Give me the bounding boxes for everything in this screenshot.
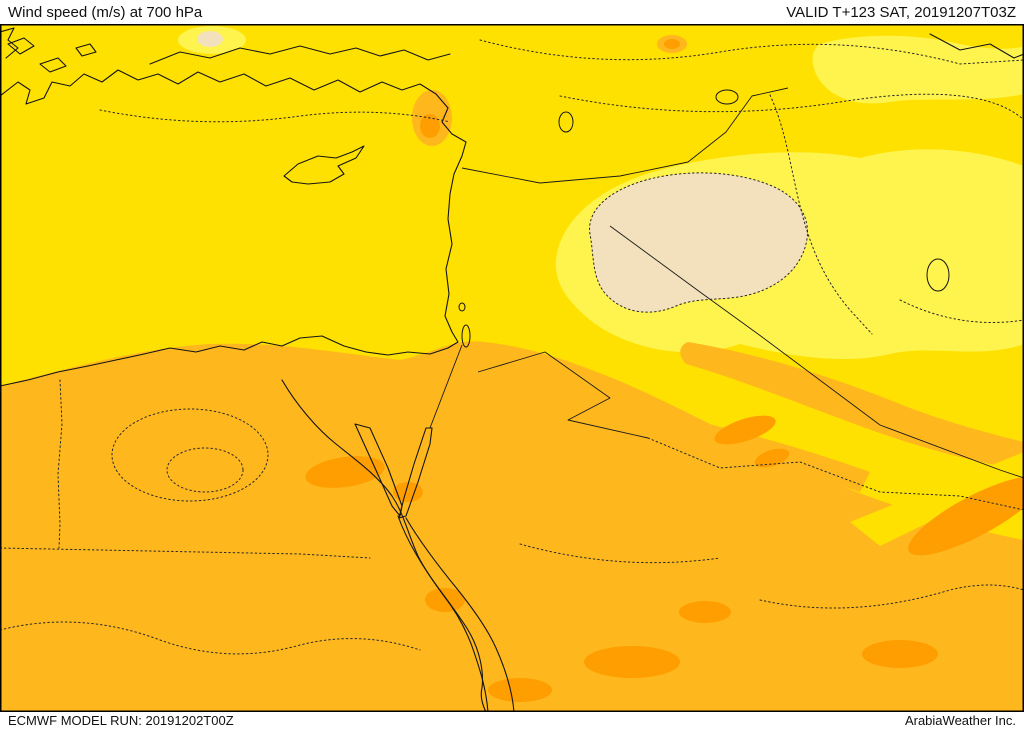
river-nile (281, 379, 487, 712)
lake-tuz (558, 111, 574, 133)
fill-dark-orange-bottom-left (488, 678, 552, 702)
contour-fills (0, 24, 1024, 712)
map-area (0, 24, 1024, 712)
isotach-dotted-saudi-interior (519, 543, 721, 564)
fill-dark-orange-saudi-band (714, 415, 776, 445)
fill-dark-orange-nile-blob (425, 588, 465, 612)
fill-cream-syrian-desert (589, 172, 808, 313)
dead-sea (461, 324, 471, 348)
isotach-dotted-bottom-right (759, 584, 1024, 609)
isotach-dotted-bottom-left (0, 621, 421, 655)
coastline-cyprus (283, 145, 365, 185)
border-dotted-egypt-libya (57, 379, 63, 549)
border-dotted-iraq-iran (769, 94, 873, 335)
borders (0, 39, 1024, 655)
coastline-mediterranean-north-and-levant (0, 69, 467, 387)
fill-dark-orange-top-right-core (664, 39, 680, 49)
fill-cream-top-left-spot (197, 31, 223, 47)
fill-dark-orange-saudi-band-2 (754, 448, 790, 468)
border-egypt-israel (429, 344, 463, 429)
isotach-dotted-right-middle (899, 299, 1024, 323)
border-syria-iraq-diagonal (609, 225, 759, 335)
coastline-caspian-corner (929, 33, 1024, 59)
isotach-dotted-turkey-interior (99, 109, 451, 123)
red-sea-west-shore (397, 515, 489, 712)
isotach-dotted-top-right-2 (559, 93, 1024, 121)
isotach-dotted-top-right-1 (479, 39, 1024, 65)
footer-bar: ECMWF MODEL RUN: 20191202T00Z ArabiaWeat… (0, 712, 1024, 729)
fill-orange-band-northeast (680, 342, 1024, 470)
coastlines (0, 27, 1024, 712)
fill-dark-orange-sinai-west (305, 456, 385, 488)
border-iraq-saudi (757, 333, 1024, 479)
header-bar: Wind speed (m/s) at 700 hPa VALID T+123 … (0, 0, 1024, 24)
fill-dark-orange-bottom-center-2 (679, 601, 731, 623)
border-dotted-saudi-iraq-neutral (647, 437, 1024, 511)
border-turkey-syria-iraq (461, 87, 789, 184)
fill-dark-orange-bottom-center (584, 646, 680, 678)
aegean-island-1 (7, 37, 35, 55)
lakes (458, 89, 950, 348)
border-jordan-saudi-zigzag (477, 351, 649, 439)
isotach-dotted-cream-outline (589, 172, 808, 313)
sea-of-galilee (458, 302, 466, 312)
fill-dark-orange-bottom-right (862, 640, 938, 668)
wind-speed-contour-map (0, 24, 1024, 712)
gulf-of-aqaba (398, 427, 433, 519)
isotach-dotted-western-desert-outer (111, 408, 269, 502)
fill-yellow-wedge-bottom-right (850, 452, 1024, 546)
map-frame (0, 24, 1024, 712)
lake-van (715, 89, 739, 105)
map-title: Wind speed (m/s) at 700 hPa (8, 3, 203, 21)
fill-light-yellow-top-right (812, 35, 1024, 104)
fill-orange-south-region (0, 341, 1024, 712)
border-dotted-egypt-sudan (0, 547, 371, 559)
valid-time-label: VALID T+123 SAT, 20191207T03Z (786, 3, 1016, 21)
fill-dark-orange-right-edge-band (908, 476, 1024, 556)
aegean-island-3 (75, 43, 97, 57)
coastline-black-sea (149, 45, 451, 65)
model-run-label: ECMWF MODEL RUN: 20191202T00Z (8, 713, 234, 728)
aegean-island-2 (39, 57, 67, 73)
lake-urmia (926, 258, 950, 292)
coastline-aegean-mainland (0, 27, 19, 59)
fill-dark-orange-sinai-small (393, 482, 423, 502)
fill-dark-orange-anatolia-core (420, 114, 440, 138)
isotach-dotted-western-desert-inner (166, 447, 244, 493)
attribution-label: ArabiaWeather Inc. (904, 713, 1016, 728)
red-sea-east-shore (405, 517, 515, 712)
